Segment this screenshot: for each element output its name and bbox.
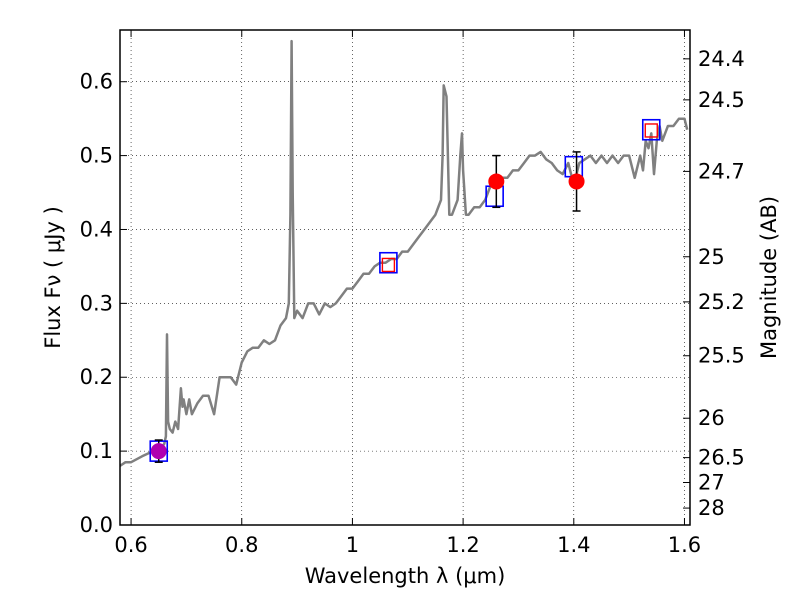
spectrum-layer bbox=[120, 39, 689, 467]
y2-tick-label: 24.4 bbox=[698, 47, 745, 71]
points-layer bbox=[149, 118, 661, 463]
y2-tick-label: 26 bbox=[698, 406, 725, 430]
x-tick-label: 0.6 bbox=[114, 533, 147, 557]
y-tick-label: 0.1 bbox=[80, 439, 113, 463]
y-axis-label: Flux Fν ( μJy ) bbox=[41, 206, 65, 349]
y2-tick-label: 27 bbox=[698, 470, 725, 494]
plot-frame bbox=[119, 29, 691, 526]
y2-tick-label: 24.7 bbox=[698, 159, 745, 183]
x-tick-label: 1 bbox=[346, 533, 359, 557]
y-tick-label: 0.3 bbox=[80, 291, 113, 315]
spectrum-line bbox=[120, 39, 689, 467]
y2-tick-label: 26.5 bbox=[698, 446, 745, 470]
y2-tick-label: 28 bbox=[698, 496, 725, 520]
observed-point bbox=[488, 173, 505, 190]
observed-point bbox=[150, 443, 167, 460]
y-tick-label: 0.4 bbox=[80, 217, 113, 241]
y2-tick-label: 25 bbox=[698, 245, 725, 269]
x-tick-label: 0.8 bbox=[225, 533, 258, 557]
y-tick-label: 0.0 bbox=[80, 513, 113, 537]
model-small-box bbox=[381, 257, 396, 273]
y-tick-label: 0.5 bbox=[80, 144, 113, 168]
model-small-box bbox=[644, 123, 658, 138]
y2-tick-label: 25.2 bbox=[698, 290, 745, 314]
x-tick-label: 1.4 bbox=[557, 533, 590, 557]
y2-tick-label: 25.5 bbox=[698, 344, 745, 368]
ticks-layer: 0.6 0.8 1 1.2 1.4 1.6 0.0 0.1 0.2 0.3 0.4 0.5 0.6 24.… bbox=[80, 30, 745, 557]
observed-point bbox=[568, 173, 585, 190]
y2-tick-label: 24.5 bbox=[698, 88, 745, 112]
model-box bbox=[379, 251, 398, 274]
y-tick-label: 0.2 bbox=[80, 365, 113, 389]
y2-axis-label: Magnitude (AB) bbox=[757, 196, 781, 359]
x-tick-label: 1.6 bbox=[668, 533, 701, 557]
x-axis-label: Wavelength λ (μm) bbox=[305, 564, 506, 588]
model-box bbox=[641, 118, 661, 141]
x-tick-label: 1.2 bbox=[446, 533, 479, 557]
y-tick-label: 0.6 bbox=[80, 70, 113, 94]
